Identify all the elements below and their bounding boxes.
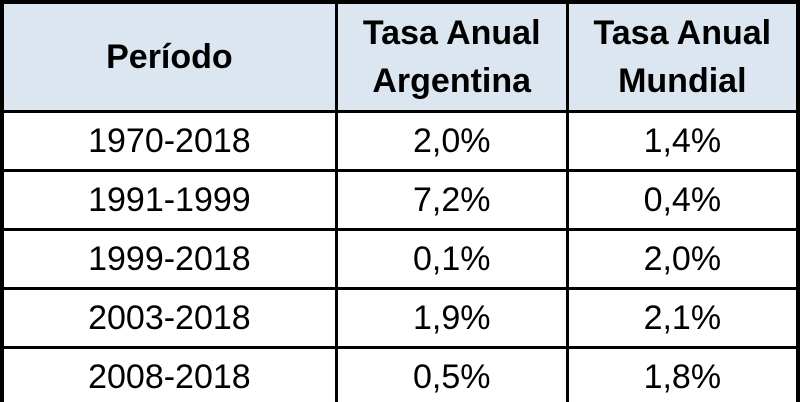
header-label-line2: Mundial [618, 62, 747, 100]
argentina-rate-cell: 1,9% [334, 287, 569, 349]
argentina-rate-cell: 7,2% [334, 169, 569, 231]
table-row: 1999-2018 0,1% 2,0% [0, 228, 800, 290]
table-row: 1970-2018 2,0% 1,4% [0, 110, 800, 172]
period-cell: 1999-2018 [0, 228, 338, 290]
header-label: Período [106, 37, 233, 76]
table-row: 1991-1999 7,2% 0,4% [0, 169, 800, 231]
argentina-rate-cell: 2,0% [334, 110, 569, 172]
mundial-rate-cell: 2,0% [565, 228, 800, 290]
mundial-rate-cell: 2,1% [565, 287, 800, 349]
period-cell: 1970-2018 [0, 110, 338, 172]
argentina-rate-cell: 0,1% [334, 228, 569, 290]
mundial-rate-cell: 1,4% [565, 110, 800, 172]
table-row: 2008-2018 0,5% 1,8% [0, 346, 800, 402]
header-row: Período Tasa Anual Argentina Tasa Anual … [0, 0, 800, 113]
table-row: 2003-2018 1,9% 2,1% [0, 287, 800, 349]
header-cell-periodo: Período [0, 0, 338, 113]
period-cell: 2008-2018 [0, 346, 338, 402]
header-cell-argentina: Tasa Anual Argentina [334, 0, 569, 113]
mundial-rate-cell: 1,8% [565, 346, 800, 402]
period-cell: 2003-2018 [0, 287, 338, 349]
header-cell-mundial: Tasa Anual Mundial [565, 0, 800, 113]
header-label-line2: Argentina [372, 62, 532, 100]
header-label-line1: Tasa Anual [362, 13, 541, 52]
mundial-rate-cell: 0,4% [565, 169, 800, 231]
header-label-line1: Tasa Anual [593, 13, 772, 52]
argentina-rate-cell: 0,5% [334, 346, 569, 402]
period-cell: 1991-1999 [0, 169, 338, 231]
